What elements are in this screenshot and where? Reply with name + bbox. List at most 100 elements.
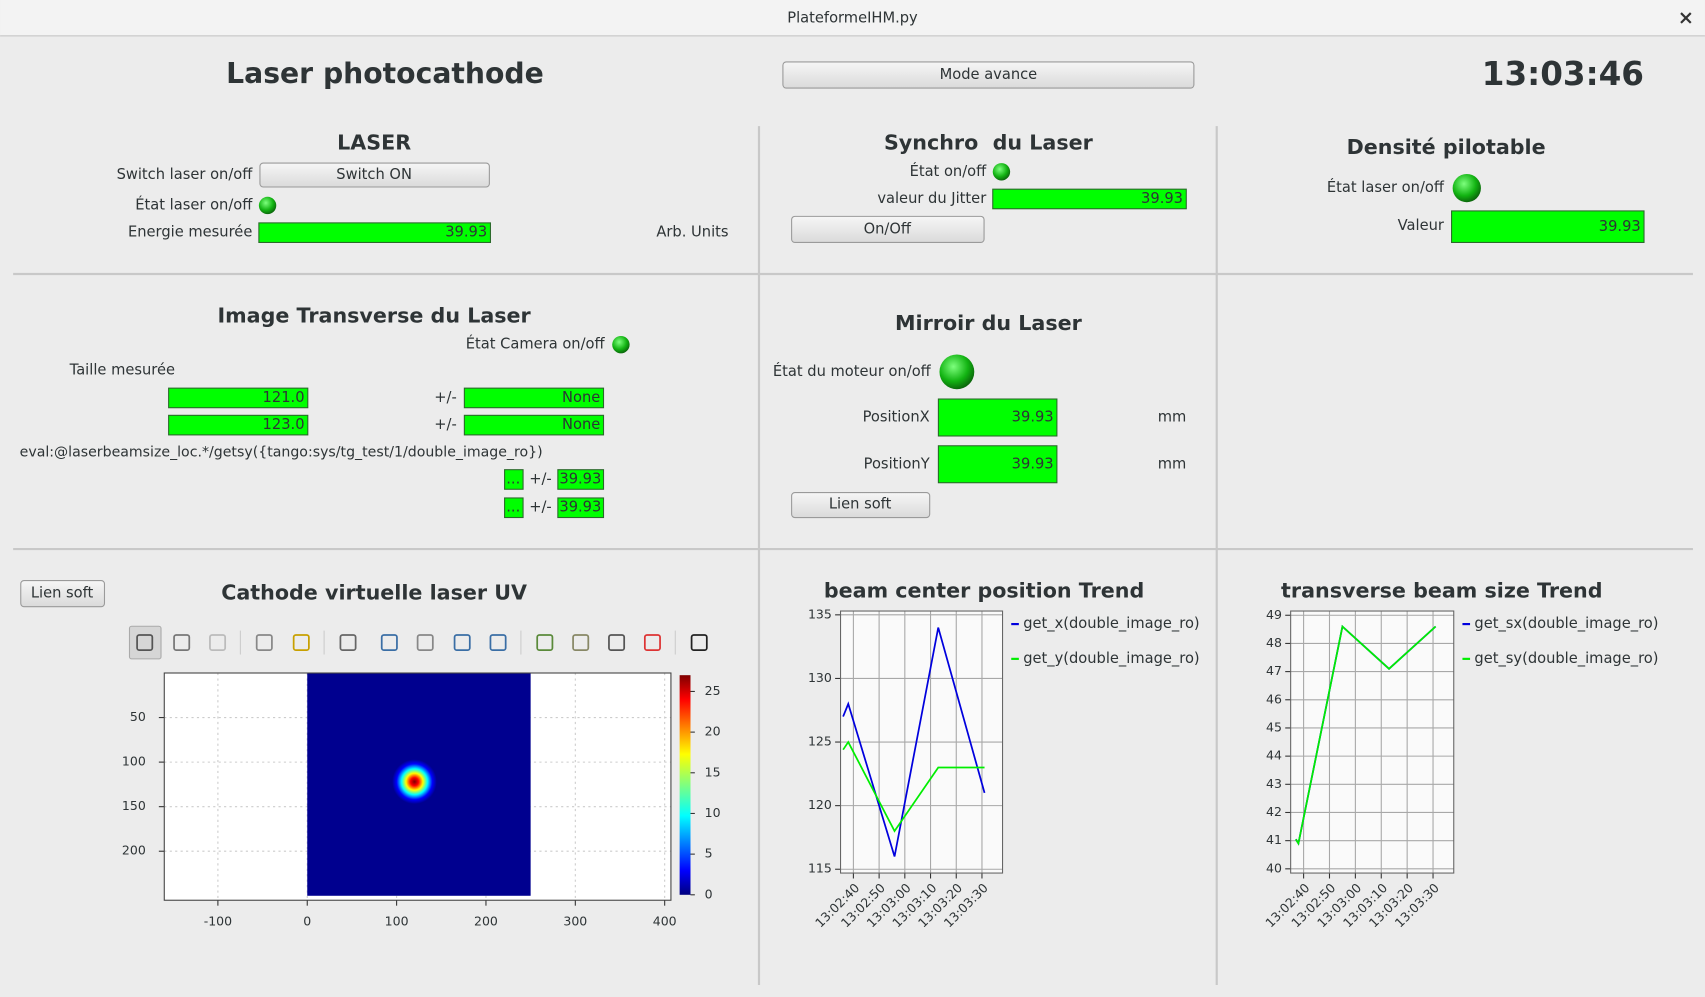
separator-label: +/- [434, 416, 457, 433]
onoff-button[interactable] [791, 215, 985, 243]
colorbar-tick-label: 0 [705, 886, 713, 901]
y-tick-label: 115 [808, 861, 832, 876]
x-tick-label: 400 [653, 913, 677, 928]
value-box [504, 497, 524, 519]
tool-icon[interactable] [453, 634, 471, 652]
y-tick-label: 135 [808, 606, 832, 621]
colorbar-tick-label: 25 [705, 683, 721, 698]
y-tick-label: 150 [122, 798, 146, 813]
tool-icon[interactable] [255, 634, 273, 652]
plot-frame [1290, 610, 1455, 874]
y-tick-label: 49 [1266, 607, 1282, 622]
y-tick-label: 41 [1266, 832, 1282, 847]
value: 39.93 [1012, 409, 1054, 426]
window-title: PlateformeIHM.py [787, 9, 918, 26]
panel-title: LASER [337, 131, 411, 155]
close-button[interactable] [1680, 12, 1692, 24]
tool-icon[interactable] [339, 634, 357, 652]
legend-label: get_sx(double_image_ro) [1474, 615, 1658, 632]
label: État Camera on/off [466, 335, 606, 353]
clock: 13:03:46 [1482, 55, 1644, 93]
series-line [842, 740, 985, 833]
legend-label: get_x(double_image_ro) [1023, 615, 1199, 632]
label: État laser on/off [1327, 178, 1445, 196]
value: 39.93 [1012, 455, 1054, 472]
value-box [463, 387, 605, 409]
y-tick-label: 45 [1266, 719, 1282, 734]
switch-button-label: Switch ON [336, 166, 412, 183]
value-box [937, 445, 1058, 484]
value: 39.93 [445, 224, 487, 241]
switch-button[interactable] [259, 162, 490, 188]
label: Valeur [1398, 217, 1445, 234]
tool-icon[interactable] [536, 634, 554, 652]
unit: mm [1158, 455, 1187, 472]
value-box [168, 414, 309, 436]
y-tick-label: 42 [1266, 804, 1282, 819]
x-tick-label: -100 [204, 913, 232, 928]
x-tick-label: 300 [563, 913, 587, 928]
value: 121.0 [263, 389, 305, 406]
y-tick-label: 40 [1266, 860, 1282, 875]
unit: Arb. Units [656, 224, 728, 241]
series-line [842, 627, 986, 857]
value-box [258, 222, 491, 243]
status-led [258, 196, 277, 215]
legend-label: get_y(double_image_ro) [1023, 650, 1199, 667]
y-tick-label: 48 [1266, 635, 1282, 650]
mode-button[interactable] [782, 61, 1195, 89]
plot-frame [839, 610, 1004, 874]
tool-icon[interactable] [416, 634, 434, 652]
separator-label: +/- [529, 499, 552, 516]
beam-spot [392, 759, 437, 805]
label: Taille mesurée [69, 362, 175, 379]
tool-icon[interactable] [608, 634, 626, 652]
value-box [557, 497, 605, 519]
tool-icon[interactable] [292, 634, 310, 652]
unit: mm [1158, 409, 1187, 426]
y-tick-label: 120 [808, 797, 832, 812]
label: État on/off [910, 162, 988, 180]
y-tick-label: 46 [1266, 691, 1282, 706]
tool-icon[interactable] [173, 634, 191, 652]
chart-title: beam center position Trend [824, 578, 1144, 602]
tool-icon[interactable] [136, 634, 154, 652]
link-button[interactable] [791, 491, 931, 519]
colorbar-tick-label: 5 [705, 846, 713, 861]
value-box [463, 414, 605, 436]
tool-icon[interactable] [690, 634, 708, 652]
status-led [939, 354, 975, 390]
link-button[interactable] [20, 580, 106, 608]
tool-icon[interactable] [380, 634, 398, 652]
y-tick-label: 200 [122, 843, 146, 858]
tool-selected [128, 625, 162, 660]
value: 39.93 [1599, 218, 1641, 235]
x-tick-label: 100 [385, 913, 409, 928]
value: 39.93 [559, 499, 601, 516]
colorbar-tick-label: 10 [705, 805, 721, 820]
tool-icon[interactable] [489, 634, 507, 652]
status-led [992, 163, 1011, 181]
x-tick-label: 0 [303, 913, 311, 928]
value: 39.93 [1141, 190, 1183, 207]
value: None [562, 389, 600, 406]
value: 39.93 [559, 470, 601, 487]
tool-icon[interactable] [209, 634, 227, 652]
separator-label: +/- [529, 470, 552, 487]
y-tick-label: 43 [1266, 776, 1282, 791]
tool-icon[interactable] [572, 634, 590, 652]
separator-label: +/- [434, 389, 457, 406]
label: valeur du Jitter [877, 190, 987, 207]
colorbar-tick-label: 20 [705, 724, 721, 739]
value-box [168, 387, 309, 409]
value: 123.0 [263, 416, 305, 433]
chart-title: transverse beam size Trend [1281, 578, 1602, 602]
plot-area [1290, 611, 1454, 874]
tool-icon[interactable] [643, 634, 661, 652]
colorbar [679, 675, 691, 895]
panel-title: Mirroir du Laser [895, 311, 1083, 335]
value-box [1451, 210, 1645, 243]
colorbar-tick-label: 15 [705, 764, 721, 779]
label: PositionX [863, 409, 930, 426]
panel-title: Densité pilotable [1347, 135, 1546, 159]
